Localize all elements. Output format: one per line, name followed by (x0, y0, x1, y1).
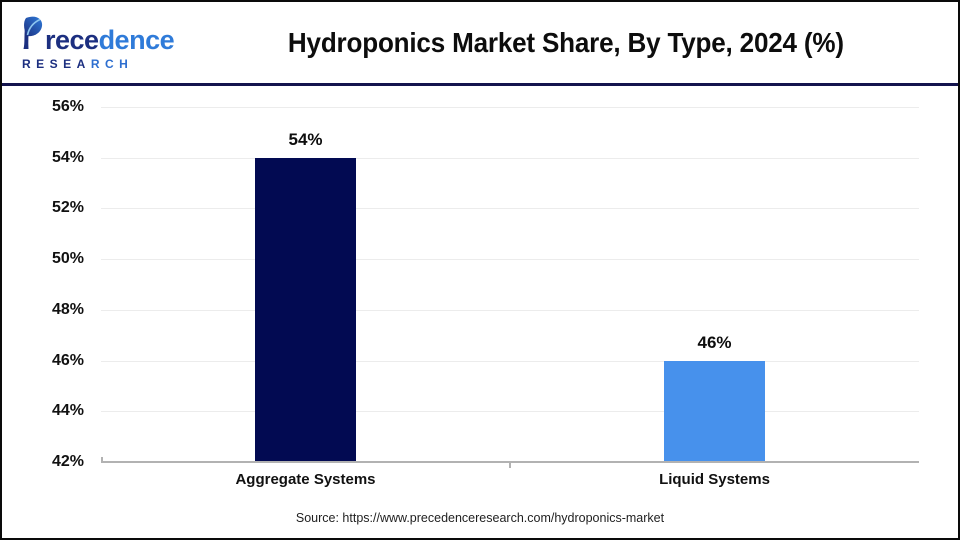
gridline (101, 259, 919, 261)
bar-aggregate-systems (255, 157, 356, 462)
y-tick-label: 50% (51, 250, 84, 268)
y-tick-label: 46% (51, 351, 84, 369)
source-text: Source: https://www.precedenceresearch.c… (295, 511, 665, 525)
bar-chart: 42% 44% 46% 48% 50% 52% 54% 56% 54% Aggregate Sys… (2, 86, 958, 538)
page-title: Hydroponics Market Share, By Type, 2024 … (288, 26, 845, 58)
bar-value-label: 46% (697, 332, 732, 352)
y-tick-label: 54% (51, 148, 84, 166)
title-container: Hydroponics Market Share, By Type, 2024 … (174, 27, 958, 59)
gridline (101, 360, 919, 362)
leaf-p-icon (20, 16, 44, 54)
y-tick-label: 42% (51, 453, 84, 470)
gridline (101, 309, 919, 311)
gridline (101, 411, 919, 413)
logo-subtitle: RESEARCH (22, 56, 134, 71)
precedence-research-logo: recedence RESEARCH (20, 16, 175, 71)
x-category-label: Liquid Systems (659, 471, 770, 488)
y-tick-label: 44% (51, 402, 84, 420)
logo-word: recedence (45, 24, 175, 55)
header-divider (2, 83, 958, 86)
gridline (101, 208, 919, 210)
header: recedence RESEARCH Hydroponics Market Sh… (2, 2, 958, 83)
logo-wordmark: recedence (20, 16, 175, 55)
gridline (101, 157, 919, 159)
y-tick-label: 48% (51, 300, 84, 318)
axis-tick (101, 457, 103, 462)
gridline (101, 107, 919, 108)
bar-value-label: 54% (288, 129, 323, 149)
bar-liquid-systems (664, 360, 765, 462)
y-tick-label: 56% (51, 98, 84, 115)
y-tick-label: 52% (51, 199, 84, 217)
x-category-label: Aggregate Systems (235, 471, 376, 488)
axis-tick (509, 461, 511, 468)
